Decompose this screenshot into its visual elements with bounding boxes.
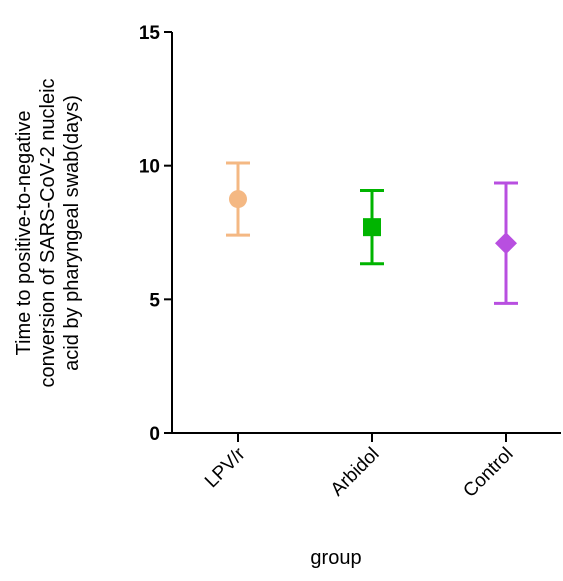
y-tick-label: 0 (149, 424, 160, 445)
y-axis-title-line: conversion of SARS-CoV-2 nucleic (37, 78, 59, 387)
y-tick-label: 10 (139, 157, 160, 178)
y-axis-title-line: Time to positive-to-negative (13, 111, 35, 356)
marker (363, 218, 381, 237)
marker (495, 232, 517, 255)
marker (229, 190, 247, 209)
x-axis-title: group (310, 547, 361, 569)
y-axis-title-line: acid by pharyngeal swab(days) (61, 95, 83, 371)
x-tick-label-group: Control (459, 444, 517, 502)
x-tick-label-group: Arbidol (327, 444, 384, 501)
y-tick-label: 5 (149, 290, 160, 311)
x-tick-label: Control (459, 444, 517, 502)
x-tick-label: LPV/r (201, 443, 250, 492)
y-axis-title: Time to positive-to-negative conversion … (13, 78, 83, 387)
x-tick-label-group: LPV/r (201, 443, 250, 492)
x-tick-label: Arbidol (327, 444, 384, 501)
y-tick-label: 15 (139, 23, 161, 44)
